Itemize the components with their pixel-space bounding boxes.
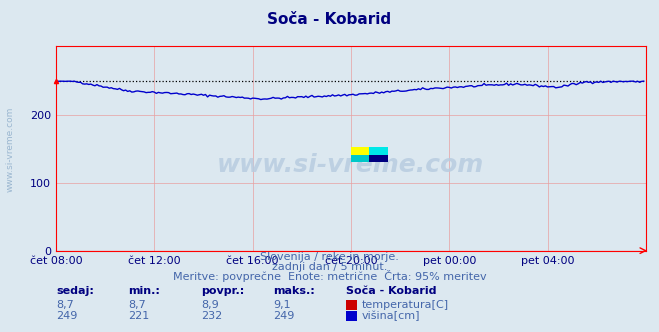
Text: povpr.:: povpr.: (201, 286, 244, 296)
Text: 9,1: 9,1 (273, 300, 291, 310)
Bar (351, 155, 369, 162)
Text: maks.:: maks.: (273, 286, 315, 296)
Text: temperatura[C]: temperatura[C] (362, 300, 449, 310)
Text: višina[cm]: višina[cm] (362, 311, 420, 321)
Text: 249: 249 (56, 311, 77, 321)
Bar (369, 147, 387, 155)
Text: 8,7: 8,7 (129, 300, 146, 310)
Text: sedaj:: sedaj: (56, 286, 94, 296)
Text: Soča - Kobarid: Soča - Kobarid (346, 286, 436, 296)
Text: min.:: min.: (129, 286, 160, 296)
Text: www.si-vreme.com: www.si-vreme.com (217, 153, 484, 177)
Text: 8,9: 8,9 (201, 300, 219, 310)
Text: Soča - Kobarid: Soča - Kobarid (268, 12, 391, 27)
Text: Slovenija / reke in morje.: Slovenija / reke in morje. (260, 252, 399, 262)
Text: Meritve: povprečne  Enote: metrične  Črta: 95% meritev: Meritve: povprečne Enote: metrične Črta:… (173, 270, 486, 282)
Text: 249: 249 (273, 311, 295, 321)
Bar (351, 147, 369, 155)
Bar (369, 155, 387, 162)
Text: www.si-vreme.com: www.si-vreme.com (5, 107, 14, 192)
Text: 8,7: 8,7 (56, 300, 74, 310)
Text: 221: 221 (129, 311, 150, 321)
Text: zadnji dan / 5 minut.: zadnji dan / 5 minut. (272, 262, 387, 272)
Text: 232: 232 (201, 311, 222, 321)
